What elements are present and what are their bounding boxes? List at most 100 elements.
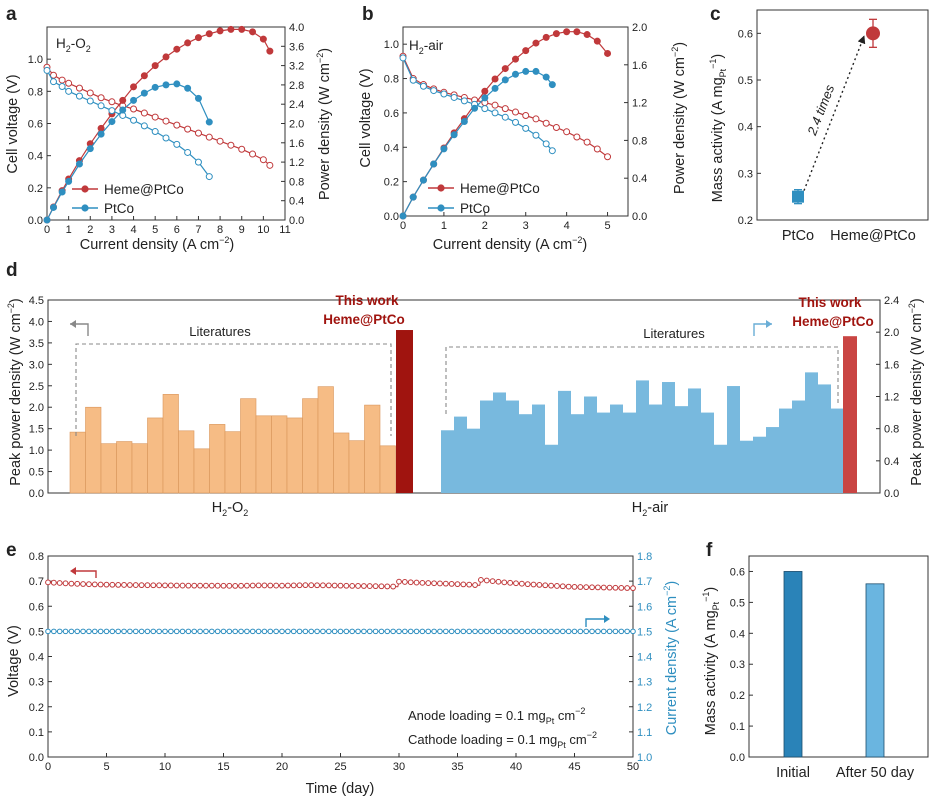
e-voltage-point <box>524 581 531 588</box>
d-bar-air-literature <box>649 404 662 493</box>
e-voltage-point <box>437 580 443 587</box>
e-voltage-point <box>442 580 449 587</box>
a-ptco-voltage-point <box>65 87 73 95</box>
e-voltage-point <box>173 582 180 589</box>
d-bar-o2-literature <box>240 398 257 494</box>
a-ytick-right: 3.6 <box>289 41 304 53</box>
b-ytick-right: 0.8 <box>632 135 647 147</box>
e-current-point <box>103 628 110 635</box>
a-ptco-power-point <box>58 188 66 196</box>
e-current-point <box>173 628 180 635</box>
e-current-point <box>162 628 168 635</box>
d-bar-air-literature <box>766 427 779 493</box>
d-ytick-right: 1.6 <box>884 359 899 371</box>
e-voltage-point <box>396 578 402 585</box>
b-condition-label: H2-air <box>409 38 444 56</box>
b-ptco-voltage-point <box>522 124 530 132</box>
d-bar-air-literature <box>467 428 480 493</box>
a-legend-label-heme: Heme@PtCo <box>104 182 184 197</box>
e-voltage-point <box>624 585 631 591</box>
e-voltage-point <box>407 579 414 586</box>
e-current-point <box>138 628 145 635</box>
e-current-point <box>448 628 455 635</box>
a-ptco-power-point <box>184 84 192 92</box>
a-heme-power-point <box>205 30 213 38</box>
e-current-point <box>249 628 256 635</box>
e-voltage-point <box>361 583 367 589</box>
e-voltage-point <box>191 582 198 589</box>
b-xtick: 3 <box>523 220 529 232</box>
d-bar-o2-literature <box>162 394 179 494</box>
d-bar-o2-literature <box>178 430 195 494</box>
e-current-point <box>273 628 279 635</box>
d-axis-arrow-right <box>753 320 772 336</box>
a-ptco-voltage-point <box>130 116 138 124</box>
f-bar-after-50-day <box>865 583 885 758</box>
c-ytick-left: 0.3 <box>738 168 753 180</box>
e-current-point <box>320 628 326 635</box>
a-xtick: 10 <box>257 224 269 236</box>
b-legend-marker-ptco <box>437 204 445 212</box>
b-heme-voltage-point <box>604 153 612 161</box>
d-bar-air-literature <box>532 404 545 493</box>
d-bar-air-literature <box>701 412 714 493</box>
e-current-point <box>589 628 595 635</box>
e-current-point <box>536 628 543 635</box>
e-ylabel-right: Current density (A cm−2) <box>662 581 680 736</box>
d-ytick-left: 4.5 <box>29 295 44 307</box>
e-voltage-point <box>325 582 332 589</box>
e-current-point <box>132 628 139 635</box>
a-ptco-power-point <box>65 177 73 185</box>
a-heme-power-point <box>162 53 170 61</box>
e-voltage-point <box>612 584 619 591</box>
b-ptco-power-point <box>491 84 499 92</box>
b-ptco-power-line <box>402 70 553 217</box>
a-ytick-right: 2.4 <box>289 99 304 111</box>
e-ytick-left: 0.4 <box>29 652 44 664</box>
a-heme-voltage-point <box>58 76 66 84</box>
a-ytick-left: 0.6 <box>28 119 43 131</box>
e-voltage-point <box>273 582 280 589</box>
e-voltage-point <box>167 582 174 589</box>
e-ytick-right: 1.1 <box>637 727 652 739</box>
a-heme-voltage-point <box>130 105 138 113</box>
e-current-point <box>238 628 244 635</box>
d-bar-o2-literature <box>116 441 133 494</box>
b-xtick: 4 <box>564 220 570 232</box>
a-ytick-left: 0.2 <box>28 183 43 195</box>
b-ptco-voltage-point <box>419 82 427 90</box>
f-ytick-left: 0.4 <box>730 628 745 640</box>
b-ptco-power-point <box>409 193 417 201</box>
e-current-point <box>507 628 513 635</box>
d-bar-o2-literature <box>348 440 365 494</box>
a-ptco-power-point <box>86 145 94 153</box>
a-ptco-power-point <box>43 216 51 224</box>
d-ytick-right: 0.8 <box>884 424 899 436</box>
a-heme-voltage-point <box>151 113 159 121</box>
e-current-point <box>554 628 560 635</box>
d-bar-air-literature <box>792 400 805 493</box>
b-ylabel-right: Power density (W cm−2) <box>670 42 688 194</box>
c-annotation: 2.4 times <box>804 82 838 138</box>
a-xtick: 2 <box>87 224 93 236</box>
e-voltage-point <box>460 581 467 588</box>
d-bar-o2-literature <box>317 386 334 494</box>
a-ptco-voltage-point <box>140 122 148 130</box>
e-voltage-point <box>331 582 338 589</box>
c-ytick-left: 0.4 <box>738 122 753 134</box>
e-voltage-point <box>308 582 315 589</box>
d-bar-air-literature <box>545 444 558 493</box>
a-ytick-right: 1.6 <box>289 138 304 150</box>
b-ptco-voltage-point <box>501 113 509 121</box>
a-ytick-right: 0.8 <box>289 176 304 188</box>
d-this-work-air-line1: This work <box>798 295 862 310</box>
b-heme-power-point <box>583 31 591 39</box>
d-bar-air-literature <box>662 382 675 493</box>
b-ytick-left: 0.8 <box>384 74 399 86</box>
e-voltage-point <box>226 582 233 589</box>
e-xtick: 20 <box>276 761 288 773</box>
a-axes: 0.0 0.2 0.4 0.6 0.8 1.0 0.0 0.4 0.8 1.2 1.6 2.0 2.4 2… <box>28 22 305 236</box>
a-xtick: 1 <box>66 224 72 236</box>
e-current-point <box>156 628 162 635</box>
a-ylabel-left: Cell voltage (V) <box>5 74 21 173</box>
